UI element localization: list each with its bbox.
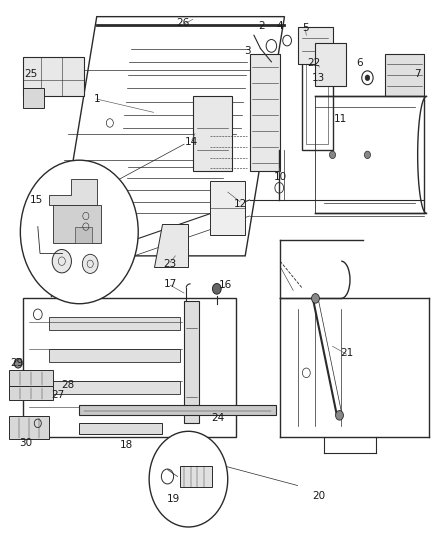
Text: 5: 5 bbox=[302, 23, 309, 34]
Bar bbox=[297, 27, 332, 64]
Text: 13: 13 bbox=[312, 73, 325, 83]
Bar bbox=[210, 181, 245, 235]
Text: 16: 16 bbox=[219, 280, 232, 290]
Text: 25: 25 bbox=[24, 69, 37, 79]
Text: 23: 23 bbox=[163, 259, 177, 269]
Bar bbox=[10, 386, 53, 400]
Bar bbox=[10, 416, 49, 439]
Bar bbox=[193, 96, 232, 171]
Bar bbox=[49, 381, 180, 394]
Text: 1: 1 bbox=[93, 94, 100, 104]
Text: 30: 30 bbox=[19, 438, 32, 448]
Circle shape bbox=[329, 151, 336, 159]
Circle shape bbox=[149, 431, 228, 527]
Circle shape bbox=[311, 294, 319, 303]
Bar bbox=[306, 59, 328, 144]
Bar bbox=[22, 56, 84, 96]
Text: 2: 2 bbox=[258, 21, 265, 31]
Text: 27: 27 bbox=[52, 390, 65, 400]
Bar bbox=[184, 301, 199, 423]
Circle shape bbox=[52, 249, 71, 273]
Polygon shape bbox=[153, 224, 188, 266]
Text: 3: 3 bbox=[244, 46, 251, 56]
Circle shape bbox=[364, 151, 371, 159]
Circle shape bbox=[14, 359, 22, 368]
Text: 10: 10 bbox=[274, 172, 287, 182]
Bar bbox=[250, 54, 280, 171]
Text: 6: 6 bbox=[356, 59, 363, 68]
Text: 15: 15 bbox=[30, 195, 43, 205]
Bar bbox=[302, 54, 332, 150]
Circle shape bbox=[365, 75, 370, 80]
Text: 19: 19 bbox=[166, 494, 180, 504]
Text: 28: 28 bbox=[62, 379, 75, 390]
Polygon shape bbox=[49, 179, 97, 205]
Text: 26: 26 bbox=[177, 18, 190, 28]
Bar bbox=[49, 317, 180, 330]
Text: 22: 22 bbox=[307, 59, 321, 68]
Circle shape bbox=[20, 160, 138, 304]
Bar bbox=[49, 349, 180, 362]
Text: 17: 17 bbox=[163, 279, 177, 288]
Text: 12: 12 bbox=[233, 199, 247, 209]
Circle shape bbox=[336, 410, 343, 420]
Text: 7: 7 bbox=[414, 69, 421, 79]
Bar bbox=[315, 43, 346, 86]
Bar bbox=[79, 405, 276, 415]
Text: 20: 20 bbox=[312, 491, 325, 501]
Text: 24: 24 bbox=[212, 413, 225, 423]
Text: 14: 14 bbox=[185, 136, 198, 147]
Text: 4: 4 bbox=[276, 21, 283, 31]
Bar bbox=[10, 370, 53, 386]
Text: 18: 18 bbox=[120, 440, 133, 450]
Bar bbox=[79, 423, 162, 434]
Text: 21: 21 bbox=[340, 348, 353, 358]
Bar bbox=[385, 54, 424, 96]
Text: 29: 29 bbox=[11, 358, 24, 368]
Text: 11: 11 bbox=[334, 114, 347, 124]
Bar bbox=[180, 466, 212, 487]
Bar bbox=[22, 88, 44, 108]
Circle shape bbox=[212, 284, 221, 294]
Bar bbox=[75, 227, 92, 243]
Polygon shape bbox=[53, 205, 101, 243]
Circle shape bbox=[82, 254, 98, 273]
